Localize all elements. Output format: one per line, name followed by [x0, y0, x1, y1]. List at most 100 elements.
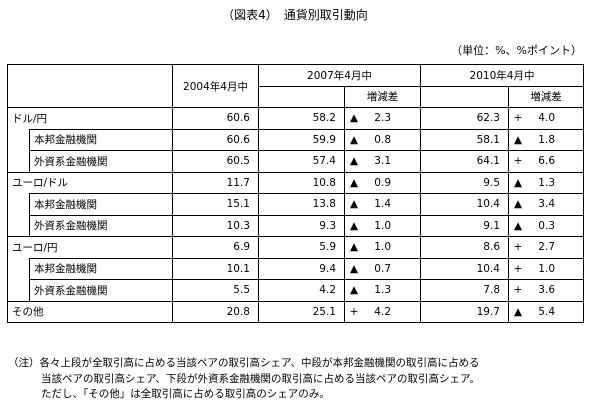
- diff-sign: ▲: [513, 219, 523, 232]
- row-label: ドル/円: [7, 107, 173, 129]
- row-label: 外資系金融機関: [29, 279, 173, 301]
- diff-sign: ▲: [349, 241, 359, 254]
- indent-cell: [7, 129, 30, 151]
- table-row: ユーロ/ドル 11.7 10.8 ▲ 0.9 9.5 ▲ 1.3: [7, 171, 584, 194]
- diff-sign: +: [513, 241, 523, 254]
- diff-sign: ▲: [349, 133, 359, 146]
- row-label: 本邦金融機関: [29, 257, 173, 280]
- value-2010: 9.1: [420, 214, 509, 237]
- footnote-line-3: ただし、「その他」は全取引高に占める取引高のシェアのみ。: [41, 388, 330, 400]
- footnote-line-1: （注）各々上段が全取引高に占める当該ペアの取引高シェア、中段が本邦金融機関の取引…: [8, 357, 480, 369]
- diff-value: 2.7: [538, 241, 555, 254]
- value-2010: 10.4: [420, 193, 509, 215]
- diff-2007: ▲ 2.3: [344, 107, 421, 129]
- value-2004: 20.8: [172, 300, 259, 323]
- table-row: ドル/円 60.6 58.2 ▲ 2.3 62.3 +4.0: [7, 107, 584, 129]
- diff-sign: ▲: [349, 219, 359, 232]
- table-row: ユーロ/円 6.9 5.9 ▲ 1.0 8.6 +2.7: [7, 236, 584, 258]
- diff-2010: ▲ 1.8: [508, 128, 584, 151]
- value-2007: 9.4: [258, 257, 345, 280]
- value-2010: 64.1: [420, 150, 509, 172]
- diff-sign: ▲: [513, 198, 523, 211]
- diff-sign: ▲: [349, 284, 359, 297]
- value-2007: 25.1: [258, 300, 345, 323]
- diff-sign: ▲: [349, 262, 359, 275]
- diff-value: 3.6: [538, 284, 555, 297]
- header-2010-level: [420, 85, 509, 108]
- header-row-1: 2004年4月中 2007年4月中 2010年4月中: [7, 64, 584, 108]
- diff-2007: ▲ 1.4: [344, 193, 421, 215]
- header-2007: 2007年4月中: [258, 64, 421, 86]
- diff-2007: ▲ 0.7: [344, 257, 421, 280]
- indent-cell: [7, 193, 30, 215]
- diff-value: 6.6: [538, 155, 555, 168]
- diff-sign: ▲: [349, 112, 359, 125]
- value-2010: 58.1: [420, 128, 509, 151]
- row-label: 外資系金融機関: [29, 214, 173, 237]
- diff-sign: ▲: [513, 305, 523, 318]
- header-row-2: 増減差 増減差: [8, 85, 584, 108]
- indent-cell: [7, 215, 30, 237]
- row-label: 本邦金融機関: [29, 128, 173, 151]
- currency-table: 2004年4月中 2007年4月中 2010年4月中 増減差 増減差 ドル/円 6…: [7, 64, 584, 323]
- row-label: ユーロ/ドル: [7, 171, 173, 194]
- diff-2010: +4.0: [508, 107, 584, 129]
- diff-2007: ▲ 0.8: [344, 128, 421, 151]
- header-2004: 2004年4月中: [172, 64, 259, 108]
- diff-2010: +1.0: [508, 257, 584, 280]
- diff-value: 1.0: [374, 241, 391, 254]
- diff-sign: ▲: [513, 176, 523, 189]
- diff-value: 4.0: [538, 112, 555, 125]
- header-corner: [7, 64, 173, 108]
- diff-value: 1.3: [374, 284, 391, 297]
- table-row: 外資系金融機関 5.5 4.2 ▲ 1.3 7.8 +3.6: [7, 279, 584, 301]
- diff-2010: ▲ 0.3: [508, 214, 584, 237]
- diff-value: 1.4: [374, 198, 391, 211]
- diff-2007: +4.2: [344, 300, 421, 323]
- table-row: 本邦金融機関 60.6 59.9 ▲ 0.8 58.1 ▲ 1.8: [7, 128, 584, 151]
- diff-2010: ▲ 1.3: [508, 171, 584, 194]
- figure-title: （図表4） 通貨別取引動向: [222, 8, 368, 22]
- diff-2007: ▲ 1.0: [344, 214, 421, 237]
- table-row: その他 20.8 25.1 +4.2 19.7 ▲ 5.4: [7, 300, 584, 323]
- value-2004: 15.1: [172, 193, 259, 215]
- value-2010: 19.7: [420, 300, 509, 323]
- indent-cell: [7, 279, 30, 301]
- value-2004: 10.3: [172, 214, 259, 237]
- table-row: 本邦金融機関 10.1 9.4 ▲ 0.7 10.4 +1.0: [7, 257, 584, 280]
- header-2010: 2010年4月中: [420, 64, 584, 86]
- diff-value: 3.4: [538, 198, 555, 211]
- diff-2010: ▲ 3.4: [508, 193, 584, 215]
- diff-value: 3.1: [374, 155, 391, 168]
- table-row: 本邦金融機関 15.1 13.8 ▲ 1.4 10.4 ▲ 3.4: [7, 193, 584, 215]
- table-row: 外資系金融機関 10.3 9.3 ▲ 1.0 9.1 ▲ 0.3: [7, 214, 584, 237]
- value-2007: 59.9: [258, 128, 345, 151]
- diff-value: 0.9: [374, 176, 391, 189]
- row-label: 外資系金融機関: [29, 150, 173, 172]
- diff-sign: +: [513, 262, 523, 275]
- value-2004: 5.5: [172, 279, 259, 301]
- diff-value: 0.7: [374, 262, 391, 275]
- value-2007: 58.2: [258, 107, 345, 129]
- header-2007-diff: 増減差: [344, 85, 421, 108]
- diff-sign: ▲: [513, 133, 523, 146]
- value-2007: 10.8: [258, 171, 345, 194]
- footnote-line-2: 当該ペアの取引高シェア、下段が外資系金融機関の取引高に占める当該ペアの取引高シェ…: [41, 372, 480, 385]
- value-2004: 11.7: [172, 171, 259, 194]
- diff-sign: ▲: [349, 176, 359, 189]
- diff-2007: ▲ 1.3: [344, 279, 421, 301]
- row-label: その他: [7, 300, 173, 323]
- header-2010-diff: 増減差: [508, 85, 584, 108]
- header-2007-level: [258, 85, 345, 108]
- value-2004: 60.6: [172, 107, 259, 129]
- diff-value: 2.3: [374, 112, 391, 125]
- diff-sign: +: [513, 155, 523, 168]
- value-2004: 60.6: [172, 128, 259, 151]
- diff-2007: ▲ 0.9: [344, 171, 421, 194]
- diff-value: 1.0: [538, 262, 555, 275]
- indent-cell: [7, 258, 30, 280]
- row-label: 本邦金融機関: [29, 193, 173, 215]
- diff-sign: ▲: [349, 155, 359, 168]
- diff-2007: ▲ 1.0: [344, 236, 421, 258]
- value-2010: 9.5: [420, 171, 509, 194]
